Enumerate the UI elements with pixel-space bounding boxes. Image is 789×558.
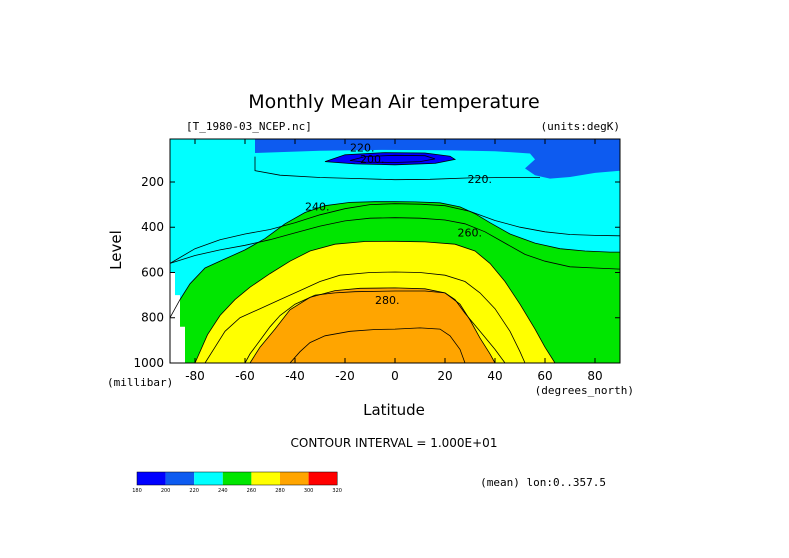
contour-190 — [349, 154, 436, 163]
y-axis-units: (millibar) — [107, 376, 173, 389]
contour-270 — [204, 271, 526, 364]
contour-220-lower — [254, 156, 540, 181]
contour-280 — [249, 287, 496, 364]
colorbar-level-label: 220 — [189, 488, 199, 494]
colorbar-level-label: 180 — [132, 488, 142, 494]
colorbar-level-label: 200 — [161, 488, 171, 494]
x-axis-title: Latitude — [363, 401, 425, 419]
colorbar-swatch — [194, 472, 223, 485]
colorbar-swatch — [280, 472, 309, 485]
x-tick-label: -20 — [335, 369, 355, 383]
band-280-300 — [250, 287, 495, 363]
contour-240 — [169, 201, 620, 318]
colorbar-level-label: 260 — [247, 488, 257, 494]
colorbar-level-label: 240 — [218, 488, 228, 494]
contour-250 — [169, 217, 621, 270]
contour-290 — [244, 290, 506, 364]
x-tick-label: 0 — [391, 369, 399, 383]
x-tick-label: -40 — [285, 369, 305, 383]
band-200-220 — [255, 139, 620, 179]
x-tick-label: 60 — [537, 369, 552, 383]
x-tick-label: 80 — [587, 369, 602, 383]
contour-interval-note: CONTOUR INTERVAL = 1.000E+01 — [291, 436, 498, 450]
colorbar: 180 200 220 240 260 280 300 320 — [132, 471, 342, 494]
x-tick-label: -60 — [235, 369, 255, 383]
y-tick-label: 400 — [141, 220, 164, 234]
colorbar-swatch — [165, 472, 195, 485]
colorbar-level-label: 320 — [332, 488, 342, 494]
colorbar-swatch — [308, 472, 338, 485]
x-tick-label: 20 — [437, 369, 452, 383]
y-tick-label: 800 — [141, 311, 164, 325]
contour-label: 280. — [375, 294, 400, 307]
chart-title: Monthly Mean Air temperature — [248, 91, 539, 113]
contour-label: 260. — [458, 226, 483, 239]
contour-200 — [324, 152, 457, 166]
colorbar-level-label: 280 — [275, 488, 285, 494]
colorbar-frame — [136, 471, 338, 486]
mean-longitude-note: (mean) lon:0..357.5 — [480, 476, 606, 489]
contour-260 — [194, 240, 556, 364]
y-tick-label: 200 — [141, 175, 164, 189]
contour-label: 220. — [350, 141, 375, 154]
y-axis-title: Level — [107, 230, 125, 270]
colorbar-swatch — [251, 472, 280, 485]
x-tick-label: -80 — [185, 369, 205, 383]
y-tick-label: 1000 — [133, 356, 164, 370]
contour-label: 220. — [468, 173, 493, 186]
contour-230 — [169, 203, 621, 264]
contour-300 — [289, 327, 466, 364]
missing-data-region — [170, 272, 185, 363]
source-file-label: [T_1980-03_NCEP.nc] — [186, 120, 312, 133]
x-axis-units: (degrees_north) — [535, 384, 634, 397]
units-label: (units:degK) — [541, 120, 620, 133]
colorbar-level-label: 300 — [304, 488, 314, 494]
colorbar-swatch — [222, 472, 252, 485]
contour-label: 200. — [360, 153, 385, 166]
plot-area: 220.200.220.240.260.280.-80 -60 -40 -20 0 20 4… — [133, 138, 621, 383]
contour-label: 240. — [305, 200, 330, 213]
x-tick-label: 40 — [487, 369, 502, 383]
y-tick-label: 600 — [141, 265, 164, 279]
colorbar-swatch — [137, 472, 166, 485]
